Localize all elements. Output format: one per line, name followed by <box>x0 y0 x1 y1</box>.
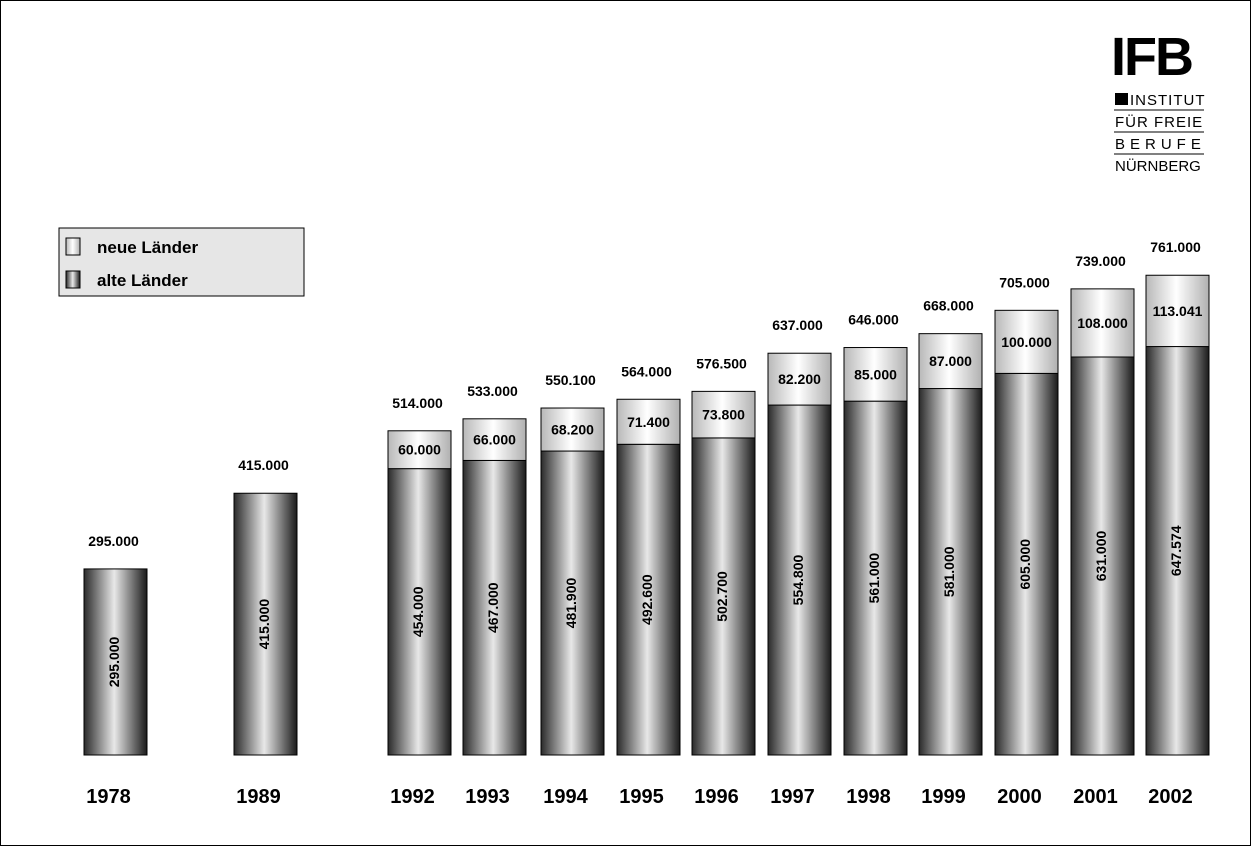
bar-neue-1999 <box>918 333 983 390</box>
year-label-1996: 1996 <box>694 786 739 808</box>
data-label-neue-2001: 108.000 <box>1077 315 1128 331</box>
ifb-logo: IFB INSTITUT FÜR FREIE BERUFE NÜRNBERG <box>1111 27 1206 175</box>
year-label-1994: 1994 <box>543 786 588 808</box>
data-label-alte-2000: 605.000 <box>1017 539 1033 590</box>
year-label-1993: 1993 <box>465 786 510 808</box>
logo-line-1: INSTITUT <box>1130 92 1206 109</box>
data-label-alte-2002: 647.574 <box>1168 525 1184 576</box>
year-label-1978: 1978 <box>86 786 131 808</box>
bar-neue-1992 <box>387 430 452 470</box>
data-label-alte-1997: 554.800 <box>790 555 806 606</box>
bar-alte-2002 <box>1145 346 1210 756</box>
bar-neue-1996 <box>691 390 756 439</box>
year-label-2001: 2001 <box>1073 786 1118 808</box>
bar-alte-1998 <box>843 400 908 756</box>
total-label-1997: 637.000 <box>772 317 823 333</box>
data-label-alte-1989: 415.000 <box>256 599 272 650</box>
data-label-alte-1995: 492.600 <box>639 574 655 625</box>
total-label-1998: 646.000 <box>848 312 899 328</box>
total-label-1989: 415.000 <box>238 457 289 473</box>
data-label-alte-1993: 467.000 <box>485 582 501 633</box>
data-label-alte-1999: 581.000 <box>941 546 957 597</box>
data-label-neue-1994: 68.200 <box>551 422 594 438</box>
year-label-1997: 1997 <box>770 786 815 808</box>
data-label-neue-1997: 82.200 <box>778 371 821 387</box>
total-label-2000: 705.000 <box>999 274 1050 290</box>
bar-alte-1996 <box>691 437 756 756</box>
legend-label-alte: alte Länder <box>97 271 188 290</box>
legend-swatch-neue <box>65 237 81 256</box>
data-label-neue-2002: 113.041 <box>1153 303 1203 319</box>
bar-alte-1997 <box>767 404 832 756</box>
year-label-2000: 2000 <box>997 786 1042 808</box>
legend-box <box>58 227 305 297</box>
year-label-2002: 2002 <box>1148 786 1193 808</box>
bar-alte-1995 <box>616 443 681 756</box>
bar-neue-1994 <box>540 407 605 452</box>
year-label-1992: 1992 <box>390 786 435 808</box>
data-label-alte-1998: 561.000 <box>866 553 882 604</box>
total-label-1992: 514.000 <box>392 395 443 411</box>
year-label-1999: 1999 <box>921 786 966 808</box>
bar-neue-1993 <box>462 418 527 461</box>
year-label-1998: 1998 <box>846 786 891 808</box>
logo-line-2: FÜR FREIE <box>1115 113 1203 131</box>
bar-alte-2001 <box>1070 356 1135 756</box>
total-label-1995: 564.000 <box>621 363 672 379</box>
year-label-1989: 1989 <box>236 786 281 808</box>
bar-alte-1993 <box>462 459 527 756</box>
data-label-neue-1999: 87.000 <box>929 353 972 369</box>
data-label-alte-1996: 502.700 <box>714 571 730 622</box>
total-label-2002: 761.000 <box>1150 239 1201 255</box>
total-label-1996: 576.500 <box>696 355 747 371</box>
bar-neue-2000 <box>994 309 1059 374</box>
logo-square-icon <box>1115 93 1128 105</box>
logo-line-3: BERUFE <box>1115 136 1206 153</box>
bar-neue-2001 <box>1070 288 1135 358</box>
data-label-neue-1995: 71.400 <box>627 414 670 430</box>
legend-label-neue: neue Länder <box>97 238 198 257</box>
data-label-alte-1992: 454.000 <box>410 586 426 637</box>
bar-neue-1997 <box>767 352 832 406</box>
data-label-neue-1992: 60.000 <box>398 442 441 458</box>
data-label-neue-1996: 73.800 <box>702 407 745 423</box>
total-label-1999: 668.000 <box>923 298 974 314</box>
total-label-2001: 739.000 <box>1075 253 1126 269</box>
data-label-alte-1978: 295.000 <box>106 636 122 687</box>
bar-alte-1989 <box>233 492 298 756</box>
bar-alte-1978 <box>83 568 148 756</box>
total-label-1978: 295.000 <box>88 533 139 549</box>
legend: neue Länder alte Länder <box>58 227 305 297</box>
bar-neue-2002 <box>1145 274 1210 348</box>
year-label-1995: 1995 <box>619 786 664 808</box>
data-label-neue-1993: 66.000 <box>473 432 516 448</box>
data-label-neue-1998: 85.000 <box>854 366 897 382</box>
data-label-alte-2001: 631.000 <box>1093 530 1109 581</box>
bar-alte-1992 <box>387 468 452 756</box>
bars-group: 295.000 295.000 1978 415.000 415.000 1989 454.… <box>83 239 1210 808</box>
logo-line-4: NÜRNBERG <box>1115 157 1201 175</box>
bar-neue-1998 <box>843 347 908 402</box>
total-label-1993: 533.000 <box>467 383 518 399</box>
total-label-1994: 550.100 <box>545 372 596 388</box>
bar-alte-2000 <box>994 372 1059 756</box>
bar-neue-1995 <box>616 398 681 445</box>
data-label-alte-1994: 481.900 <box>563 578 579 629</box>
logo-mark: IFB <box>1111 27 1192 87</box>
legend-swatch-alte <box>65 270 81 289</box>
bar-alte-1999 <box>918 388 983 756</box>
data-label-neue-2000: 100.000 <box>1001 334 1052 350</box>
bar-alte-1994 <box>540 450 605 756</box>
